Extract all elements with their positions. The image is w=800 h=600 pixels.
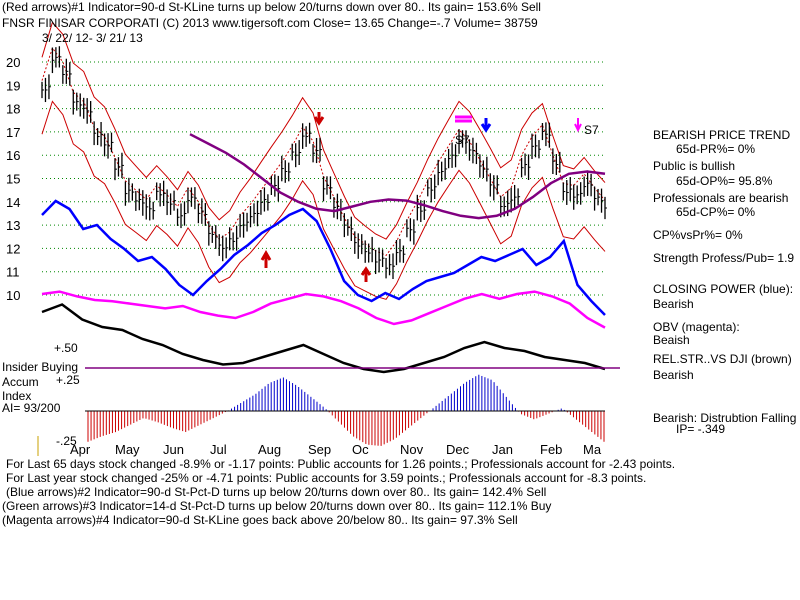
month-label: Feb bbox=[540, 442, 562, 457]
accumulation-index-bars bbox=[87, 374, 605, 446]
date-range: 3/ 22/ 12- 3/ 21/ 13 bbox=[42, 31, 143, 45]
month-label: Nov bbox=[400, 442, 424, 457]
obv-label: OBV (magenta): bbox=[653, 320, 740, 334]
month-label: Jun bbox=[163, 442, 184, 457]
y-tick-label: 17 bbox=[6, 125, 20, 140]
op-value: 65d-OP%= 95.8% bbox=[676, 174, 773, 188]
y-tick-label: 20 bbox=[6, 55, 20, 70]
y-tick-label: 18 bbox=[6, 102, 20, 117]
upper-band bbox=[41, 21, 606, 240]
closing-power-value: Bearish bbox=[653, 297, 694, 311]
y-tick-label: 10 bbox=[6, 288, 20, 303]
indicator-1-text: (Red arrows)#1 Indicator=90-d St-KLine t… bbox=[2, 0, 541, 14]
y-tick-label: 14 bbox=[6, 195, 20, 210]
month-label: Aug bbox=[258, 442, 281, 457]
y-tick-label: 11 bbox=[6, 265, 20, 280]
footer-line-2: For Last year stock changed -25% or -4.7… bbox=[6, 471, 647, 485]
y-tick-label: 19 bbox=[6, 78, 20, 93]
footer-line-4: (Green arrows)#3 Indicator=14-d St-Pct-D… bbox=[2, 499, 552, 513]
signal-arrows bbox=[260, 112, 582, 282]
relstr-label: REL.STR..VS DJI (brown) bbox=[653, 352, 792, 366]
y-tick-label: 16 bbox=[6, 148, 20, 163]
relstr-value: Bearish bbox=[653, 368, 694, 382]
magenta-sell-arrow-2 bbox=[574, 118, 582, 133]
title-bar-text: FNSR FINISAR CORPORATI (C) 2013 www.tige… bbox=[2, 16, 538, 30]
obv-line bbox=[41, 290, 606, 329]
month-labels: Apr May Jun Jul Aug Sep Oc Nov Dec Jan Feb Ma bbox=[70, 442, 602, 457]
s7-annotation-1: S7 bbox=[455, 133, 470, 147]
footer-line-5: (Magenta arrows)#4 Indicator=90-d St-KLi… bbox=[2, 513, 518, 527]
ai-value: AI= 93/200 bbox=[2, 401, 61, 415]
public-text: Public is bullish bbox=[653, 159, 736, 173]
month-label: Sep bbox=[308, 442, 331, 457]
mid-band bbox=[41, 46, 606, 257]
label-minus-25: -.25 bbox=[56, 434, 77, 448]
accum-label: Accum bbox=[2, 375, 39, 389]
relative-strength-line bbox=[41, 303, 606, 374]
y-tick-label: 13 bbox=[6, 218, 20, 233]
closing-power-line bbox=[41, 199, 606, 316]
month-label: May bbox=[115, 442, 140, 457]
y-tick-label: 12 bbox=[6, 241, 20, 256]
cp-vs-pr: CP%vsPr%= 0% bbox=[653, 228, 743, 242]
month-label: Oc bbox=[352, 442, 369, 457]
index-label: Index bbox=[2, 389, 32, 403]
magenta-sell-arrows bbox=[455, 115, 472, 123]
pr-value: 65d-PR%= 0% bbox=[676, 142, 756, 156]
month-label: Jan bbox=[492, 442, 513, 457]
closing-power-label: CLOSING POWER (blue): bbox=[653, 282, 794, 296]
blue-sell-arrow bbox=[480, 118, 492, 133]
label-plus-25: +.25 bbox=[56, 373, 80, 387]
obv-value: Beaish bbox=[653, 333, 690, 347]
price-bands bbox=[41, 21, 606, 300]
strength-text: Strength Profess/Pub= 1.9 bbox=[653, 251, 795, 265]
price-bars bbox=[41, 46, 607, 280]
footer-line-3: (Blue arrows)#2 Indicator=90-d St-Pct-D … bbox=[6, 485, 547, 499]
month-label: Ma bbox=[583, 442, 602, 457]
pros-text: Professionals are bearish bbox=[653, 191, 789, 205]
footer-line-1: For Last 65 days stock changed -8.9% or … bbox=[6, 457, 676, 471]
label-plus-50: +.50 bbox=[54, 341, 78, 355]
ip-value: IP= -.349 bbox=[676, 422, 726, 436]
s7-annotation-2: S7 bbox=[584, 123, 599, 137]
red-buy-arrow bbox=[260, 249, 272, 268]
red-sell-arrow bbox=[313, 112, 325, 126]
month-label: Dec bbox=[446, 442, 470, 457]
price-axis-ticks: 10 11 12 13 14 15 16 17 18 19 20 bbox=[6, 55, 20, 303]
cp-value: 65d-CP%= 0% bbox=[676, 205, 756, 219]
month-label: Apr bbox=[70, 442, 91, 457]
lower-band bbox=[41, 100, 606, 300]
trend-title: BEARISH PRICE TREND bbox=[653, 128, 791, 142]
moving-average-line bbox=[189, 133, 606, 220]
red-buy-arrow-2 bbox=[360, 266, 372, 282]
month-label: Jul bbox=[210, 442, 227, 457]
y-tick-label: 15 bbox=[6, 172, 20, 187]
accum-status: Bearish: Distrubtion Falling bbox=[653, 411, 797, 425]
insider-buying-label: Insider Buying bbox=[2, 360, 79, 374]
